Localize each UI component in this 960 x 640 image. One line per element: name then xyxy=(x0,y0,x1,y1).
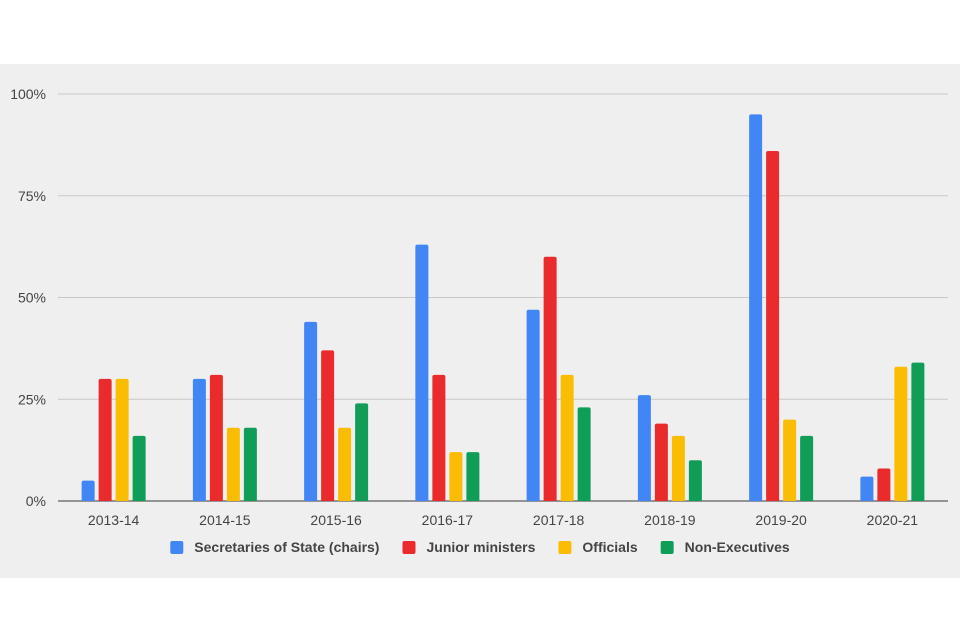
bar-officials-2017-18 xyxy=(560,374,574,501)
bar-secretaries-of-state-chairs-2017-18 xyxy=(526,309,540,501)
bar-junior-ministers-2014-15 xyxy=(209,374,223,501)
legend-swatch-officials xyxy=(558,541,572,554)
bar-officials-2013-14 xyxy=(115,378,129,501)
bar-non-executives-2014-15 xyxy=(243,427,257,501)
bars xyxy=(81,114,925,501)
bar-junior-ministers-2020-21 xyxy=(877,468,891,501)
legend-swatch-secretaries-of-state-chairs xyxy=(170,541,184,554)
y-tick-label: 100% xyxy=(10,86,46,102)
bar-officials-2016-17 xyxy=(449,452,463,501)
legend-swatch-junior-ministers xyxy=(402,541,416,554)
bar-non-executives-2016-17 xyxy=(466,452,480,501)
legend-label-officials: Officials xyxy=(582,539,637,555)
y-tick-label: 0% xyxy=(26,493,46,509)
y-tick-label: 75% xyxy=(18,188,46,204)
bar-chart: 0%25%50%75%100% 2013-14 2014-15 2015-16 201… xyxy=(10,86,948,555)
y-axis-tick-labels: 0% 25% 50% 75% 100% xyxy=(10,86,46,509)
x-tick-label: 2014-15 xyxy=(199,512,251,528)
x-tick-label: 2020-21 xyxy=(867,512,919,528)
legend-label-secretaries-of-state-chairs: Secretaries of State (chairs) xyxy=(194,539,379,555)
legend-label-non-executives: Non-Executives xyxy=(685,539,790,555)
legend: Secretaries of State (chairs) Junior mini… xyxy=(170,539,790,555)
bar-non-executives-2013-14 xyxy=(132,435,146,501)
bar-secretaries-of-state-chairs-2016-17 xyxy=(415,244,429,501)
bar-secretaries-of-state-chairs-2020-21 xyxy=(860,476,874,501)
gridlines xyxy=(58,93,948,502)
legend-swatch-non-executives xyxy=(660,541,674,554)
x-tick-label: 2013-14 xyxy=(88,512,140,528)
y-tick-label: 50% xyxy=(18,290,46,306)
bar-officials-2014-15 xyxy=(226,427,240,501)
bar-junior-ministers-2016-17 xyxy=(432,374,446,501)
bar-officials-2015-16 xyxy=(338,427,352,501)
bar-secretaries-of-state-chairs-2019-20 xyxy=(749,114,763,501)
x-tick-label: 2017-18 xyxy=(533,512,585,528)
bar-junior-ministers-2013-14 xyxy=(98,378,112,501)
bar-junior-ministers-2017-18 xyxy=(543,256,557,501)
bar-non-executives-2019-20 xyxy=(800,435,814,501)
bar-officials-2020-21 xyxy=(894,366,908,501)
bar-secretaries-of-state-chairs-2018-19 xyxy=(637,395,651,501)
bar-secretaries-of-state-chairs-2014-15 xyxy=(192,378,206,501)
bar-junior-ministers-2019-20 xyxy=(766,150,780,501)
bar-officials-2018-19 xyxy=(671,435,685,501)
bar-junior-ministers-2018-19 xyxy=(654,423,668,501)
bar-secretaries-of-state-chairs-2015-16 xyxy=(304,321,318,501)
y-tick-label: 25% xyxy=(18,391,46,407)
x-axis-tick-labels: 2013-14 2014-15 2015-16 2016-17 2017-18 2018-… xyxy=(88,512,918,528)
bar-non-executives-2020-21 xyxy=(911,362,925,501)
x-tick-label: 2016-17 xyxy=(422,512,474,528)
bar-non-executives-2017-18 xyxy=(577,407,591,501)
legend-label-junior-ministers: Junior ministers xyxy=(426,539,535,555)
bar-officials-2019-20 xyxy=(783,419,797,501)
x-tick-label: 2015-16 xyxy=(310,512,362,528)
x-tick-label: 2019-20 xyxy=(755,512,807,528)
chart-panel: 0% 25% 50% 75% 100% 2013-14 2014-15 2015-16 201… xyxy=(0,64,960,578)
x-tick-label: 2018-19 xyxy=(644,512,696,528)
bar-junior-ministers-2015-16 xyxy=(321,350,335,501)
bar-non-executives-2015-16 xyxy=(355,403,369,501)
bar-secretaries-of-state-chairs-2013-14 xyxy=(81,480,95,501)
bar-non-executives-2018-19 xyxy=(688,460,702,501)
